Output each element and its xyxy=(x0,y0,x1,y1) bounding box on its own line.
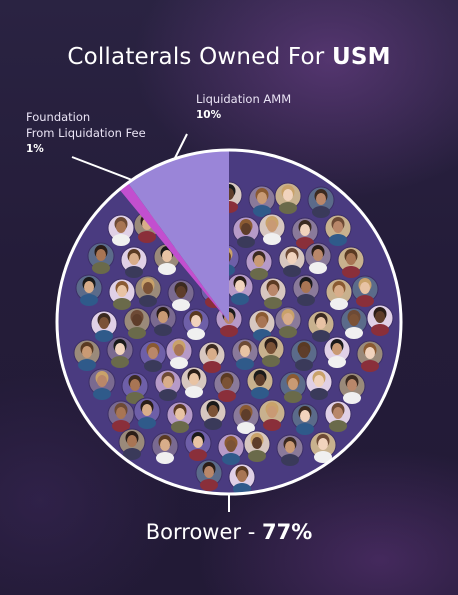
avatar-photo xyxy=(180,366,208,398)
label-amm-name: Liquidation AMM xyxy=(196,92,292,106)
avatar-photo xyxy=(232,216,260,248)
avatar-photo xyxy=(182,308,210,340)
avatar-photo xyxy=(167,279,195,311)
label-borrower-name: Borrower - xyxy=(145,520,256,544)
title-bold: USM xyxy=(331,44,391,70)
avatar-photo xyxy=(90,310,118,342)
avatar-photo xyxy=(304,242,332,274)
avatar-photo xyxy=(248,309,276,341)
avatar-photo xyxy=(108,278,136,310)
avatar-photo xyxy=(198,341,226,373)
slice-amm xyxy=(125,150,229,322)
chart-title: Collaterals Owned For USM xyxy=(0,44,458,70)
label-amm: Liquidation AMM 10% xyxy=(196,91,291,123)
label-amm-pct: 10% xyxy=(196,109,222,121)
avatar-photo xyxy=(307,186,335,218)
avatar-photo xyxy=(123,307,151,339)
label-foundation-line1: Foundation xyxy=(26,110,91,124)
avatar-photo xyxy=(292,274,320,306)
avatar-photo xyxy=(323,336,351,368)
avatar-photo xyxy=(276,434,304,466)
label-borrower: Borrower - 77% xyxy=(0,520,458,544)
avatar-photo xyxy=(75,274,103,306)
avatar-photo xyxy=(259,277,287,309)
avatar-photo xyxy=(73,339,101,371)
avatar-photo xyxy=(139,340,167,372)
leader-amm xyxy=(174,133,188,159)
avatar-photo xyxy=(324,400,352,432)
avatar-photo xyxy=(213,370,241,402)
avatar-photo xyxy=(149,304,177,336)
slice-foundation xyxy=(116,179,229,322)
avatar-photo xyxy=(120,246,148,278)
avatar-photo xyxy=(246,367,274,399)
avatar-photo xyxy=(232,402,260,434)
avatar-photo xyxy=(151,432,179,464)
label-foundation-line2: From Liquidation Fee xyxy=(26,126,146,140)
avatar-photo xyxy=(356,340,384,372)
avatar-photo xyxy=(340,307,368,339)
avatar-photo xyxy=(274,182,302,214)
avatar-photo xyxy=(290,339,318,371)
avatar-photo xyxy=(226,273,254,305)
avatar-photo xyxy=(279,371,307,403)
avatar-photo xyxy=(291,403,319,435)
avatar-photo xyxy=(351,275,379,307)
avatar-photo xyxy=(195,459,223,491)
label-foundation: Foundation From Liquidation Fee 1% xyxy=(26,109,146,157)
avatar-photo xyxy=(231,338,259,370)
avatar-photo xyxy=(88,368,116,400)
avatar-photo xyxy=(133,397,161,429)
avatar-photo xyxy=(258,213,286,245)
label-foundation-pct: 1% xyxy=(26,143,44,155)
avatar-photo xyxy=(228,463,256,494)
avatar-photo xyxy=(258,399,286,431)
avatar-photo xyxy=(87,242,115,274)
avatar-photo xyxy=(324,214,352,246)
title-prefix: Collaterals Owned For xyxy=(67,44,325,70)
avatar-photo xyxy=(278,245,306,277)
avatar-photo xyxy=(338,372,366,404)
avatar-photo xyxy=(107,400,135,432)
avatar-photo xyxy=(118,428,146,460)
avatar-photo xyxy=(166,401,194,433)
avatar-photo xyxy=(309,431,337,463)
avatar-photo xyxy=(305,368,333,400)
avatar-photo xyxy=(366,304,394,336)
avatar-photo xyxy=(134,275,162,307)
avatar-photo xyxy=(325,278,353,310)
avatar-photo xyxy=(337,246,365,278)
avatar-photo xyxy=(165,337,193,369)
avatar-photo xyxy=(107,214,135,246)
avatar-photo xyxy=(106,336,134,368)
avatar-photo xyxy=(217,433,245,465)
avatar-photo xyxy=(199,398,227,430)
avatar-photo xyxy=(257,335,285,367)
avatar-photo xyxy=(184,429,212,461)
avatar-photo xyxy=(243,430,271,462)
avatar-photo xyxy=(274,306,302,338)
label-borrower-pct: 77% xyxy=(261,520,313,544)
avatar-photo xyxy=(154,369,182,401)
avatar-photo xyxy=(245,248,273,280)
avatar-photo xyxy=(307,310,335,342)
pie-body xyxy=(57,150,401,494)
avatar-photo xyxy=(248,185,276,217)
leader-foundation xyxy=(71,156,133,181)
